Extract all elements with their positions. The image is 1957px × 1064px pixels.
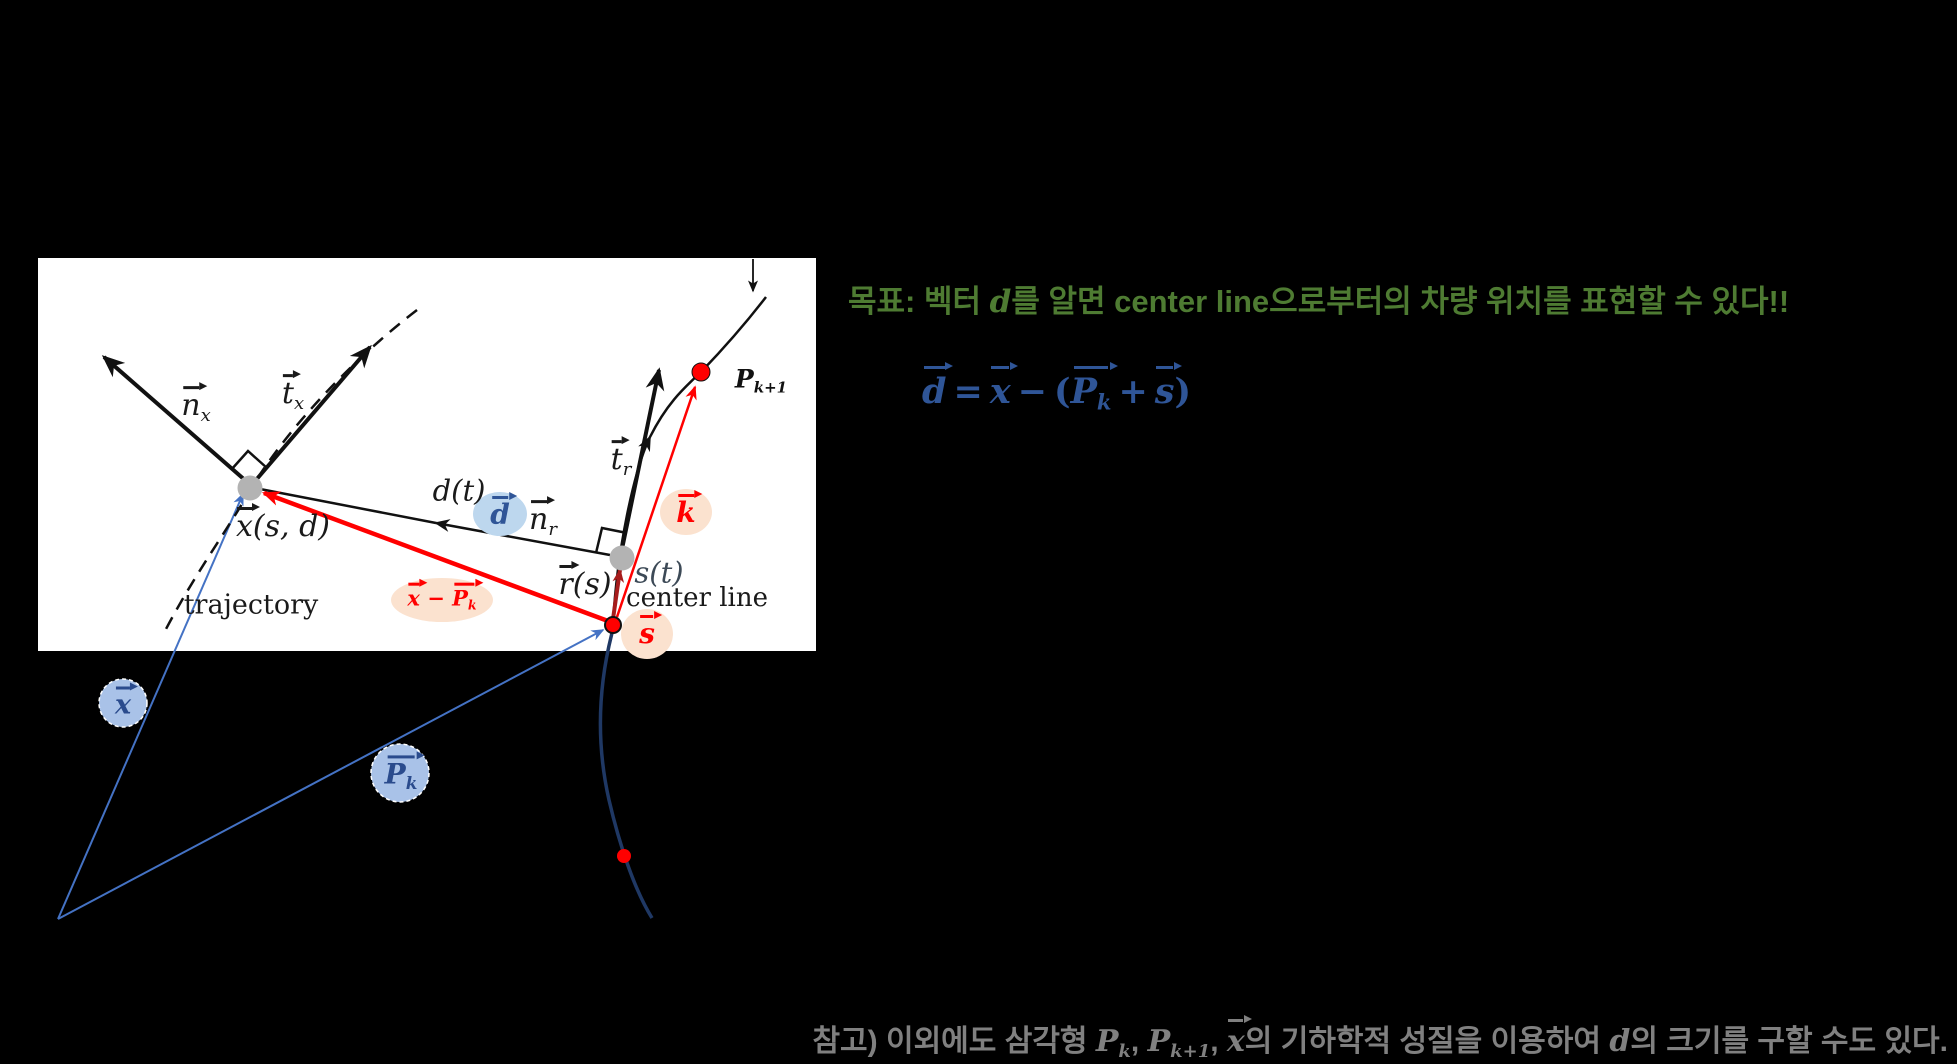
waypoint-dot-lower (617, 849, 631, 863)
t-r-arrow (620, 367, 665, 550)
k-vec-badge-ellipse (660, 489, 712, 535)
pk1-waypoint-dot (691, 362, 711, 382)
goal-title: 목표: 벡터 d를 알면 center line으로부터의 차량 위치를 표현할… (848, 284, 1790, 320)
s-vec-badge-ellipse (621, 609, 673, 659)
pk-position-vector-line (57, 629, 605, 920)
center-line-lower-curve (598, 632, 654, 919)
right-angle-mark-x (230, 449, 268, 471)
pk-vec-label-circle (370, 743, 430, 803)
n-x-arrow (101, 355, 248, 483)
t-x-arrow (254, 344, 372, 482)
k-vec-badge-label: k (676, 490, 704, 529)
pk-vec-circle-label: Pk (384, 751, 424, 793)
d-vector-formula: d = x − (Pk + s) (922, 362, 1192, 415)
d-t-label: d(t) (432, 473, 486, 508)
d-vec-badge-label: d (490, 492, 517, 531)
right-angle-mark-r (594, 526, 628, 554)
footnote: 참고) 이외에도 삼각형 Pk, Pk+1, x의 기하학적 성질을 이용하여 … (812, 1015, 1948, 1062)
x-minus-pk-badge-ellipse (391, 578, 493, 622)
x-vec-label-circle (98, 678, 148, 728)
x-minus-pk-badge-label: x − Pk (407, 578, 484, 613)
s-vec-badge-label: s (639, 611, 662, 650)
n-x-label: nx (181, 382, 211, 426)
n-r-label: nr (529, 496, 557, 540)
p-k1-label: Pk+1 (734, 364, 788, 397)
x-sd-node-dot (237, 475, 263, 501)
center-line-label: center line (626, 583, 768, 613)
s-vector-arrow (611, 568, 625, 620)
k-vector-arrow (615, 385, 697, 618)
pk-waypoint-dot (604, 616, 622, 634)
t-x-label: tx (281, 370, 305, 414)
d-t-line-seg1 (434, 519, 611, 557)
r-s-node-dot (609, 545, 635, 571)
x-sd-label: x(s, d) (235, 503, 331, 544)
trajectory-label: trajectory (183, 589, 319, 621)
t-r-label: tr (610, 436, 632, 480)
x-vec-circle-label: x (114, 682, 139, 721)
x-position-vector-line (57, 492, 244, 920)
x-minus-pk-arrow (261, 490, 609, 624)
r-s-label: r(s) (558, 561, 612, 602)
s-t-label: s(t) (634, 555, 684, 590)
d-t-line-seg2 (259, 487, 437, 525)
d-vec-badge-ellipse (473, 492, 527, 536)
